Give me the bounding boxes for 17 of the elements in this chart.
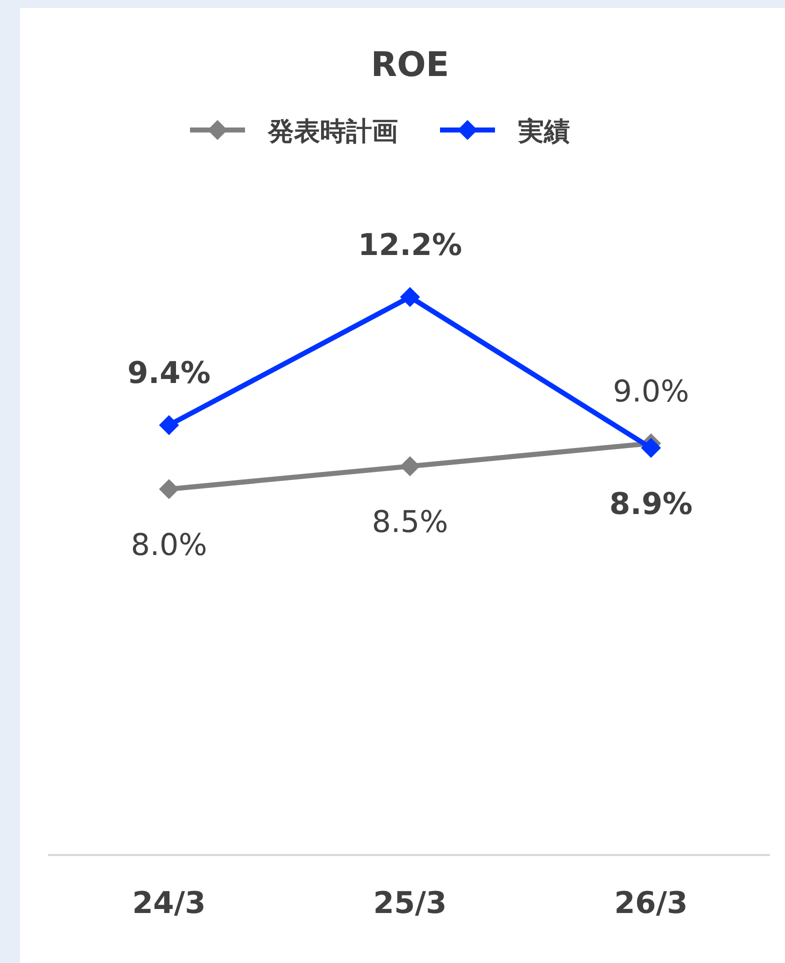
legend-label: 発表時計画 (267, 117, 398, 147)
point (400, 287, 420, 307)
x-tick-label: 25/3 (373, 886, 447, 921)
x-tick-label: 24/3 (132, 886, 206, 921)
chart-title: ROE (370, 45, 450, 85)
data-label: 8.9% (609, 486, 693, 522)
data-label: 12.2% (358, 228, 462, 263)
data-label: 9.4% (127, 356, 211, 392)
data-label: 9.0% (612, 374, 690, 410)
data-label: 8.5% (372, 505, 448, 540)
legend-label: 実績 (517, 117, 570, 147)
point (400, 456, 420, 476)
point (159, 415, 179, 436)
point (159, 479, 179, 500)
data-label: 8.0% (130, 528, 208, 564)
x-tick-label: 26/3 (614, 886, 688, 921)
point (641, 438, 661, 458)
